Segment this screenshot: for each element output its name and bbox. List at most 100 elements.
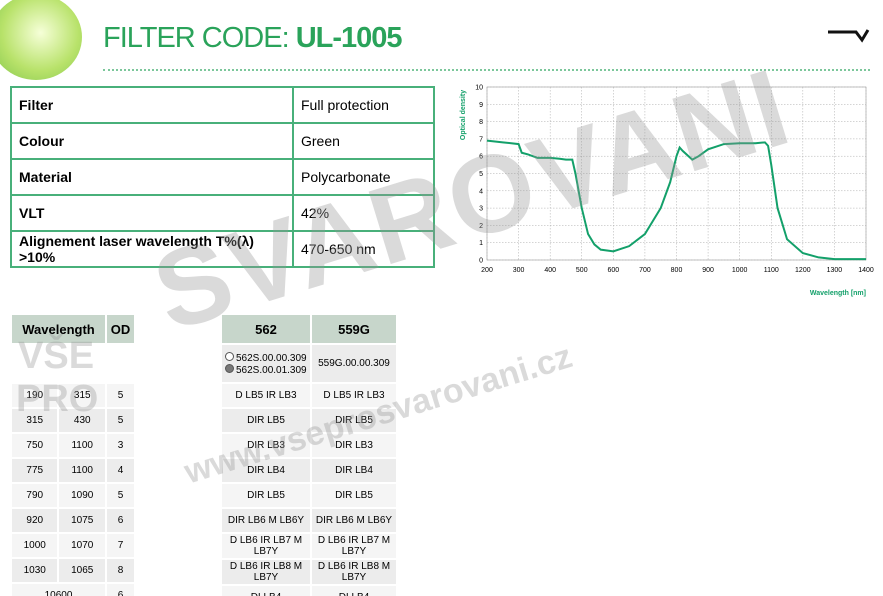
data-cell: DIR LB4 — [312, 459, 396, 482]
spec-row: VLT 42% — [10, 194, 435, 232]
x-tick-label: 600 — [607, 267, 619, 274]
spec-table: Filter Full protection Colour Green Material… — [10, 86, 435, 268]
data-cell: DI LB4 — [222, 586, 310, 596]
header-row: 562 559G — [222, 315, 396, 343]
data-row: DIR LB3 DIR LB3 — [222, 434, 396, 457]
x-tick-label: 500 — [576, 267, 588, 274]
data-cell: 1000 — [12, 534, 58, 557]
data-cell: 1070 — [59, 534, 105, 557]
data-cell: D LB6 IR LB7 M LB7Y — [312, 534, 396, 558]
x-axis-label: Wavelength [nm] — [810, 290, 866, 297]
data-cell: 1090 — [59, 484, 105, 507]
code-dot — [225, 351, 234, 361]
data-cell: D LB6 IR LB8 M LB7Y — [312, 560, 396, 584]
data-cell: 5 — [106, 409, 134, 432]
x-tick-label: 1400 — [858, 267, 874, 274]
data-cell: DIR LB4 — [222, 459, 310, 482]
data-row: DIR LB5 DIR LB5 — [222, 484, 396, 507]
spec-row: Alignement laser wavelength T%(λ) >10% 47… — [10, 230, 435, 268]
data-cell: 1100 — [59, 459, 105, 482]
data-cell: DIR LB5 — [312, 484, 396, 507]
y-tick-label: 3 — [479, 206, 483, 213]
title-code: UL-1005 — [295, 22, 403, 54]
data-row: 10600 6 — [12, 584, 134, 596]
data-cell: DIR LB3 — [222, 434, 310, 457]
data-row: 315 430 5 — [12, 409, 134, 432]
title-prefix: FILTER CODE: — [103, 22, 290, 54]
data-cell: DI LB4 — [312, 586, 396, 596]
data-row: 920 1075 6 — [12, 509, 134, 532]
code-cell: 559G.00.00.309 — [312, 345, 396, 382]
data-row: D LB5 IR LB3 D LB5 IR LB3 — [222, 384, 396, 407]
wavelength-table: Wavelength OD 190 315 5 315 430 5 750 1100 3 775 110… — [10, 313, 136, 596]
x-tick-label: 800 — [671, 267, 683, 274]
data-row: D LB6 IR LB7 M LB7Y D LB6 IR LB7 M LB7Y — [222, 534, 396, 558]
y-tick-label: 10 — [475, 85, 483, 92]
data-row: DIR LB4 DIR LB4 — [222, 459, 396, 482]
data-cell: 775 — [12, 459, 58, 482]
header-cell: OD — [106, 315, 134, 343]
spec-label: Filter — [10, 86, 294, 124]
data-cell: DIR LB5 — [312, 409, 396, 432]
data-row: 790 1090 5 — [12, 484, 134, 507]
nav-icon[interactable] — [826, 28, 870, 44]
divider — [103, 69, 870, 71]
y-tick-label: 6 — [479, 154, 483, 161]
data-cell: D LB6 IR LB8 M LB7Y — [222, 560, 310, 584]
data-cell: 1030 — [12, 559, 58, 582]
data-cell: 8 — [106, 559, 134, 582]
data-cell: D LB5 IR LB3 — [222, 384, 310, 407]
spec-label: Material — [10, 158, 294, 196]
data-cell: 4 — [106, 459, 134, 482]
code-cell: 562S.00.00.309 562S.00.01.309 — [222, 345, 310, 382]
spec-label: Colour — [10, 122, 294, 160]
data-cell: 920 — [12, 509, 58, 532]
data-row: 775 1100 4 — [12, 459, 134, 482]
data-row: 1030 1065 8 — [12, 559, 134, 582]
spec-label: Alignement laser wavelength T%(λ) >10% — [10, 230, 294, 268]
spacer-row — [12, 345, 134, 382]
data-cell: 1075 — [59, 509, 105, 532]
data-cell: DIR LB5 — [222, 484, 310, 507]
x-tick-label: 300 — [513, 267, 525, 274]
spec-row: Material Polycarbonate — [10, 158, 435, 196]
y-axis-label: Optical density — [460, 90, 467, 140]
data-cell: 7 — [106, 534, 134, 557]
title: FILTER CODE: UL-1005 — [103, 22, 403, 55]
data-cell: DIR LB6 M LB6Y — [312, 509, 396, 532]
data-cell: DIR LB5 — [222, 409, 310, 432]
data-row: DIR LB5 DIR LB5 — [222, 409, 396, 432]
y-tick-label: 4 — [479, 188, 483, 195]
logo — [0, 0, 82, 80]
spec-value: Full protection — [292, 86, 435, 124]
data-cell: 6 — [106, 584, 134, 596]
data-cell: D LB6 IR LB7 M LB7Y — [222, 534, 310, 558]
data-cell: 1100 — [59, 434, 105, 457]
header-cell: 562 — [222, 315, 310, 343]
y-tick-label: 9 — [479, 102, 483, 109]
chart: 0 1 2 3 4 5 6 7 8 9 10 200 300 400 500 600 700 800 900 1000… — [460, 85, 874, 298]
code-line: 562S.00.01.309 — [225, 363, 309, 376]
spec-value: 470-650 nm — [292, 230, 435, 268]
data-cell: 5 — [106, 384, 134, 407]
code-row: 562S.00.00.309 562S.00.01.309 559G.00.00.3… — [222, 345, 396, 382]
x-tick-label: 200 — [481, 267, 493, 274]
code-table: 562 559G 562S.00.00.309 562S.00.01.309 559G.… — [220, 313, 398, 596]
x-tick-label: 1100 — [764, 267, 779, 274]
data-cell: 315 — [12, 409, 58, 432]
data-cell: 1065 — [59, 559, 105, 582]
spec-value: Green — [292, 122, 435, 160]
data-cell: 5 — [106, 484, 134, 507]
data-cell: 790 — [12, 484, 58, 507]
data-cell: DIR LB6 M LB6Y — [222, 509, 310, 532]
x-tick-label: 1300 — [827, 267, 843, 274]
code-text: 562S.00.01.309 — [236, 364, 307, 376]
x-tick-label: 700 — [639, 267, 651, 274]
data-cell: 315 — [59, 384, 105, 407]
data-cell: 6 — [106, 509, 134, 532]
spec-row: Colour Green — [10, 122, 435, 160]
x-tick-label: 400 — [544, 267, 556, 274]
y-tick-label: 7 — [479, 136, 483, 143]
code-text: 562S.00.00.309 — [236, 352, 307, 364]
